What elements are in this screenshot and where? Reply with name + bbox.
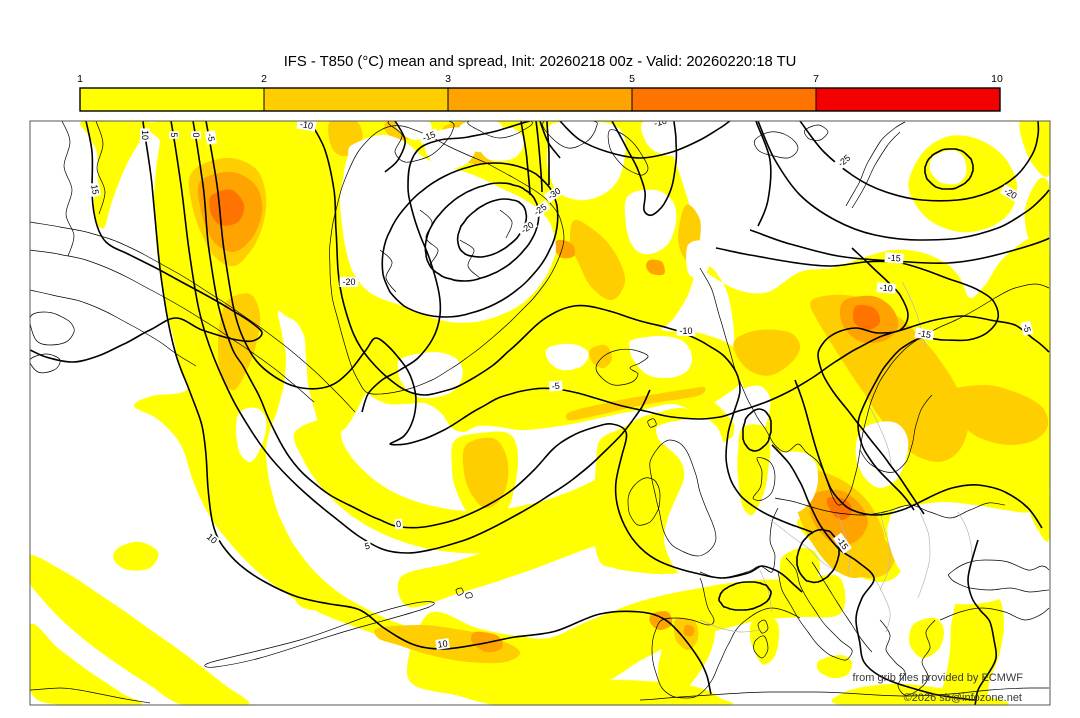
svg-text:from grib files provided by EC: from grib files provided by ECMWF bbox=[852, 672, 1023, 684]
svg-text:-10: -10 bbox=[879, 282, 893, 293]
svg-text:-15: -15 bbox=[421, 129, 437, 143]
svg-text:10: 10 bbox=[140, 130, 150, 140]
svg-text:-5: -5 bbox=[1021, 323, 1033, 333]
svg-text:©2026 sb@infozone.net: ©2026 sb@infozone.net bbox=[904, 692, 1022, 704]
svg-text:-15: -15 bbox=[887, 252, 901, 263]
svg-text:0: 0 bbox=[395, 519, 401, 530]
svg-text:-5: -5 bbox=[205, 133, 216, 143]
svg-text:-15: -15 bbox=[917, 328, 932, 340]
svg-text:1: 1 bbox=[77, 73, 83, 85]
svg-text:2: 2 bbox=[261, 73, 267, 85]
svg-text:-10: -10 bbox=[679, 326, 692, 336]
svg-text:3: 3 bbox=[445, 73, 451, 85]
svg-text:IFS - T850 (°C) mean and sprea: IFS - T850 (°C) mean and spread, Init: 2… bbox=[284, 54, 797, 70]
svg-text:0: 0 bbox=[191, 132, 201, 137]
svg-text:10: 10 bbox=[991, 73, 1003, 85]
svg-text:-10: -10 bbox=[299, 119, 314, 131]
svg-text:5: 5 bbox=[169, 132, 179, 137]
svg-text:-10: -10 bbox=[653, 116, 668, 129]
svg-text:5: 5 bbox=[629, 73, 635, 85]
svg-text:-20: -20 bbox=[342, 277, 355, 287]
svg-text:10: 10 bbox=[437, 638, 448, 649]
svg-text:15: 15 bbox=[89, 184, 101, 196]
svg-text:10: 10 bbox=[205, 532, 219, 546]
svg-text:5: 5 bbox=[364, 541, 371, 552]
svg-text:-5: -5 bbox=[551, 381, 560, 392]
svg-text:7: 7 bbox=[813, 73, 819, 85]
